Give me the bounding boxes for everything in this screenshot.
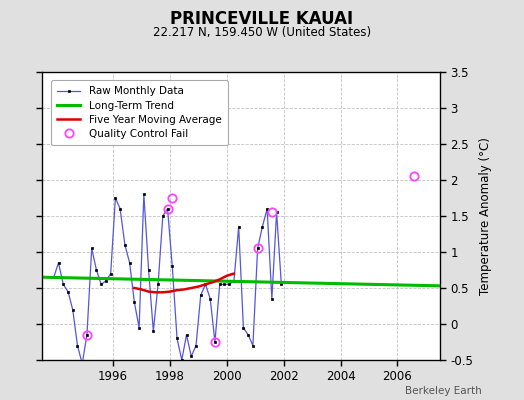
Line: Raw Monthly Data: Raw Monthly Data (52, 193, 283, 365)
Raw Monthly Data (126, 260, 133, 265)
Raw Monthly Data (278, 282, 285, 287)
Raw Monthly Data (221, 282, 227, 287)
Five Year Moving Average (224, 273, 230, 278)
Five Year Moving Average (174, 288, 180, 292)
Raw Monthly Data (51, 275, 57, 280)
Raw Monthly Data (216, 282, 223, 287)
Five Year Moving Average (216, 277, 223, 282)
Five Year Moving Average (181, 287, 187, 292)
Raw Monthly Data (193, 343, 199, 348)
Raw Monthly Data (65, 289, 71, 294)
Raw Monthly Data (174, 336, 180, 341)
Raw Monthly Data (259, 224, 266, 229)
Raw Monthly Data (165, 206, 171, 211)
Text: Berkeley Earth: Berkeley Earth (406, 386, 482, 396)
Raw Monthly Data (60, 282, 67, 287)
Raw Monthly Data (122, 242, 128, 247)
Quality Control Fail (79, 361, 85, 366)
Quality Control Fail (165, 206, 171, 211)
Raw Monthly Data (150, 329, 157, 334)
Text: PRINCEVILLE KAUAI: PRINCEVILLE KAUAI (170, 10, 354, 28)
Raw Monthly Data (226, 282, 232, 287)
Quality Control Fail (84, 332, 90, 337)
Raw Monthly Data (235, 224, 242, 229)
Raw Monthly Data (131, 300, 137, 305)
Raw Monthly Data (160, 214, 166, 218)
Line: Quality Control Fail: Quality Control Fail (78, 172, 418, 368)
Text: 22.217 N, 159.450 W (United States): 22.217 N, 159.450 W (United States) (153, 26, 371, 39)
Raw Monthly Data (89, 246, 95, 251)
Raw Monthly Data (79, 361, 85, 366)
Five Year Moving Average (146, 289, 152, 294)
Raw Monthly Data (169, 264, 176, 269)
Five Year Moving Average (210, 280, 216, 285)
Raw Monthly Data (207, 296, 213, 301)
Five Year Moving Average (138, 287, 145, 292)
Quality Control Fail (269, 210, 275, 215)
Raw Monthly Data (70, 307, 76, 312)
Five Year Moving Average (231, 271, 237, 276)
Five Year Moving Average (152, 290, 159, 295)
Raw Monthly Data (245, 332, 252, 337)
Five Year Moving Average (131, 286, 137, 290)
Raw Monthly Data (56, 260, 62, 265)
Raw Monthly Data (112, 196, 118, 200)
Raw Monthly Data (183, 332, 190, 337)
Raw Monthly Data (241, 325, 247, 330)
Quality Control Fail (212, 340, 218, 344)
Raw Monthly Data (136, 325, 142, 330)
Raw Monthly Data (146, 268, 152, 272)
Raw Monthly Data (202, 282, 209, 287)
Raw Monthly Data (107, 271, 114, 276)
Quality Control Fail (169, 196, 176, 200)
Legend: Raw Monthly Data, Long-Term Trend, Five Year Moving Average, Quality Control Fai: Raw Monthly Data, Long-Term Trend, Five … (51, 80, 227, 145)
Five Year Moving Average (188, 286, 194, 290)
Raw Monthly Data (198, 293, 204, 298)
Quality Control Fail (411, 174, 417, 179)
Raw Monthly Data (141, 192, 147, 197)
Raw Monthly Data (98, 282, 104, 287)
Raw Monthly Data (269, 296, 275, 301)
Raw Monthly Data (103, 278, 109, 283)
Raw Monthly Data (74, 343, 81, 348)
Quality Control Fail (255, 246, 261, 251)
Five Year Moving Average (160, 290, 166, 295)
Raw Monthly Data (179, 358, 185, 362)
Five Year Moving Average (167, 289, 173, 294)
Raw Monthly Data (84, 332, 90, 337)
Raw Monthly Data (93, 268, 100, 272)
Line: Five Year Moving Average: Five Year Moving Average (134, 274, 234, 292)
Raw Monthly Data (250, 343, 256, 348)
Raw Monthly Data (255, 246, 261, 251)
Raw Monthly Data (231, 278, 237, 283)
Five Year Moving Average (195, 284, 202, 289)
Raw Monthly Data (274, 210, 280, 215)
Raw Monthly Data (264, 206, 270, 211)
Five Year Moving Average (202, 282, 209, 287)
Raw Monthly Data (212, 340, 218, 344)
Raw Monthly Data (188, 354, 194, 359)
Y-axis label: Temperature Anomaly (°C): Temperature Anomaly (°C) (479, 137, 492, 295)
Raw Monthly Data (117, 206, 123, 211)
Raw Monthly Data (155, 282, 161, 287)
